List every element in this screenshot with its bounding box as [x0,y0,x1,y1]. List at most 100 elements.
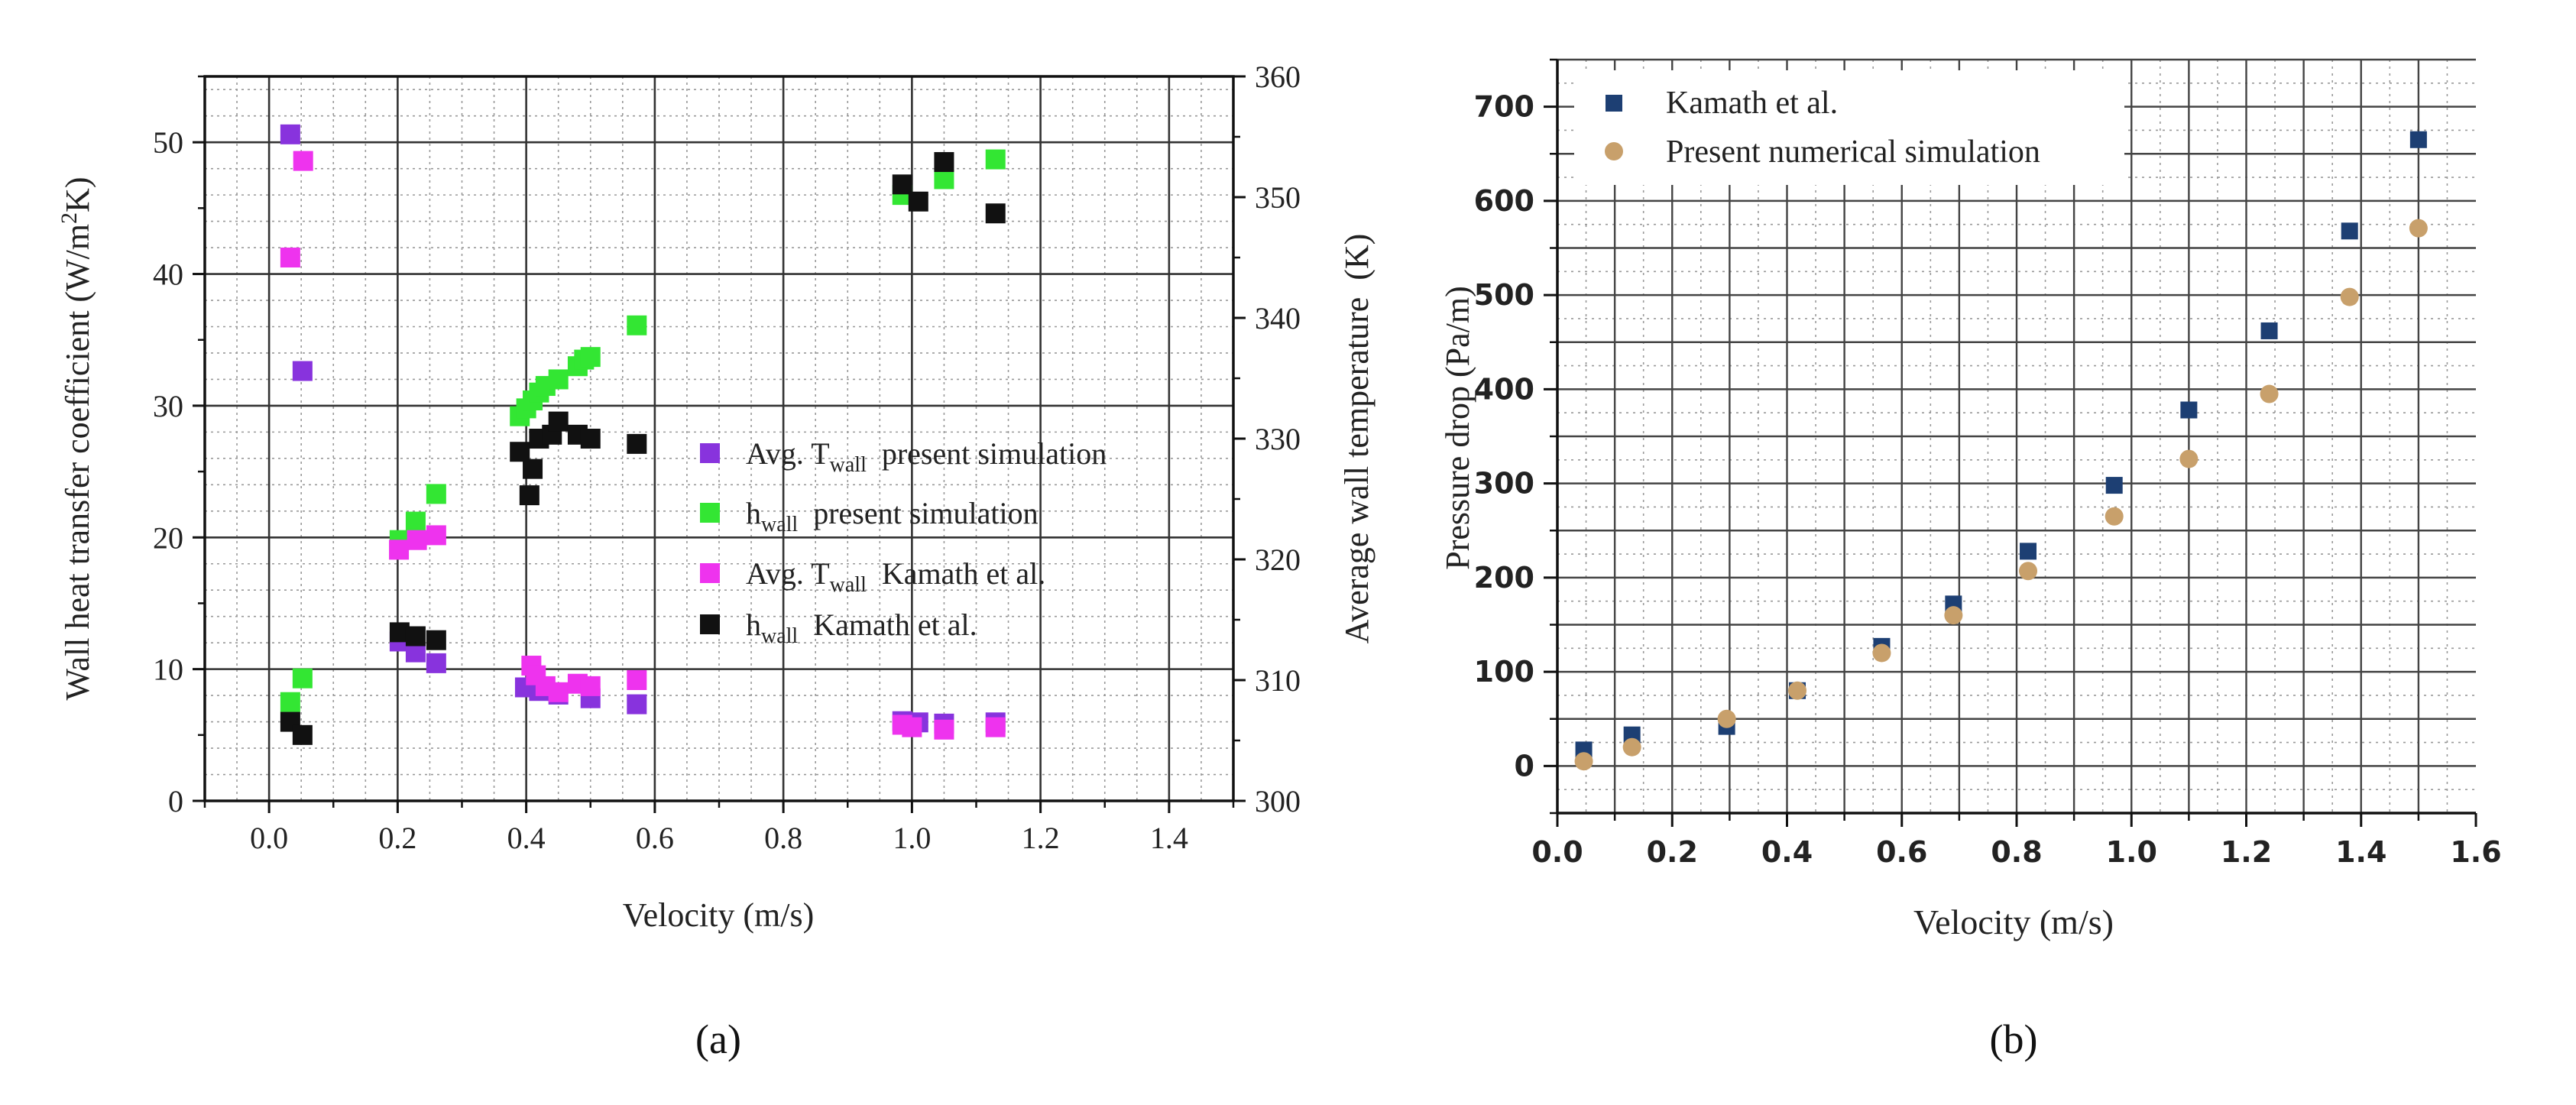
data-point [548,682,569,702]
series-avg-t-wall-kamath-et-al [280,151,1006,740]
panel-b-y-tick-labels: 0 100 200 300 400 500 600 700 [1474,90,1534,783]
panel-a-y2-axis-label: Average wall temperature (K) [1338,234,1375,644]
data-point [510,442,530,462]
data-point [627,670,647,690]
data-point [2105,507,2124,526]
data-point [280,248,300,267]
series-avg-t-wall-present-simulation [280,124,1006,734]
panel-a-x-tick-label: 1.0 [893,821,931,855]
data-point [627,433,647,454]
legend-label-hwall-kamath: hwall Kamath et al. [746,608,977,648]
data-point [2019,562,2038,581]
panel-b-y-tick-label: 300 [1474,467,1534,501]
legend-marker-hwall-present [700,503,720,523]
panel-b: 0.0 0.2 0.4 0.6 0.8 1.0 1.2 1.4 1.6 0 100 200 300 40… [1439,58,2502,1062]
panel-b-x-tick-label: 1.2 [2221,835,2272,869]
panel-a-y-tick-label: 40 [153,258,183,292]
data-point [2020,543,2037,560]
panel-a-y-tick-label: 20 [153,520,183,555]
data-point [389,540,410,560]
panel-a-x-tick-label: 1.2 [1022,821,1060,855]
data-point [292,668,313,689]
panel-b-y-tick-label: 0 [1515,749,1534,783]
legend-marker-present-simulation [1605,142,1623,160]
panel-a-y2-tick-label: 360 [1255,60,1301,94]
data-point [426,630,446,650]
panel-a-caption: (a) [695,1016,741,1062]
legend-label-present-simulation: Present numerical simulation [1666,134,2040,170]
data-point [293,151,313,171]
data-point [2105,477,2123,494]
data-point [2179,449,2199,468]
panel-a-x-tick-label: 0.8 [764,821,802,855]
panel-a-y2-tick-label: 300 [1255,784,1301,818]
data-point [580,429,601,449]
panel-a-y-tick-label: 50 [153,125,183,160]
panel-b-x-tick-label: 1.0 [2106,835,2157,869]
legend-label-avg-twall-present: Avg. Twall present simulation [746,436,1107,477]
panel-b-y-tick-label: 700 [1474,90,1534,124]
data-point [548,411,569,432]
data-point [580,676,601,696]
panel-b-x-tick-label: 0.6 [1876,835,1927,869]
series-h-wall-kamath-et-al [280,152,1006,745]
data-point [2409,219,2428,238]
data-point [426,525,446,546]
data-point [2340,287,2359,306]
panel-b-gridlines [1557,58,2476,815]
legend-marker-kamath [1606,95,1622,112]
legend-marker-avg-twall-kamath [700,563,720,583]
panel-a-y2-tick-label: 340 [1255,301,1301,335]
panel-a-legend: Avg. Twall present simulation hwall pres… [700,436,1107,648]
panel-a-x-tick-label: 0.4 [507,821,546,855]
data-point [892,174,912,195]
data-point [426,484,446,504]
data-point [292,724,313,745]
panel-a-x-tick-label: 0.2 [378,821,416,855]
data-point [407,530,427,550]
data-point [2260,322,2278,339]
panel-a-y-axis-label: Wall heat transfer coefficient (W/m2K) [57,177,96,701]
panel-a-y2-tick-label: 310 [1255,663,1301,698]
series-present-numerical-simulation [1574,219,2428,771]
panel-b-y-axis-label: Pressure drop (Pa/m) [1439,286,1476,570]
legend-label-avg-twall-kamath: Avg. Twall Kamath et al. [746,556,1045,597]
panel-a-y2-tick-label: 330 [1255,422,1301,456]
panel-b-x-tick-label: 0.0 [1531,835,1583,869]
data-point [627,315,647,335]
panel-a-tick-marks [193,75,1246,813]
data-point [985,203,1006,224]
data-point [1872,643,1891,663]
data-point [1717,709,1736,728]
panel-b-x-tick-label: 0.4 [1761,835,1813,869]
data-point [523,459,543,479]
data-point [280,124,300,144]
panel-a-y-tick-label: 10 [153,653,183,687]
data-point [405,511,426,532]
data-point [2180,401,2198,419]
data-point [934,169,954,190]
data-point [519,485,540,506]
data-point [908,191,928,212]
data-point [1574,752,1593,771]
panel-b-x-tick-label: 0.2 [1647,835,1698,869]
data-point [548,369,569,390]
panel-a: 0.0 0.2 0.4 0.6 0.8 1.0 1.2 1.4 0 10 20 30 40 50 300… [57,60,1375,1062]
legend-marker-avg-twall-present [700,443,720,463]
panel-b-y-tick-label: 400 [1474,372,1534,406]
data-point [1944,606,1963,625]
panel-b-tick-marks [1544,58,2477,827]
panel-b-x-tick-label: 0.8 [1991,835,2042,869]
panel-a-y2-tick-label: 350 [1255,180,1301,215]
data-point [2260,384,2279,403]
panel-b-x-axis-label: Velocity (m/s) [1913,902,2114,941]
panel-b-caption: (b) [1990,1016,2038,1062]
panel-a-x-tick-label: 1.4 [1150,821,1188,855]
data-point [426,653,446,673]
panel-b-x-tick-label: 1.6 [2450,835,2501,869]
panel-b-y-tick-label: 100 [1474,655,1534,689]
panel-a-x-axis-label: Velocity (m/s) [623,896,815,934]
panel-b-x-tick-label: 1.4 [2335,835,2386,869]
data-point [985,149,1006,170]
data-point [580,347,601,368]
